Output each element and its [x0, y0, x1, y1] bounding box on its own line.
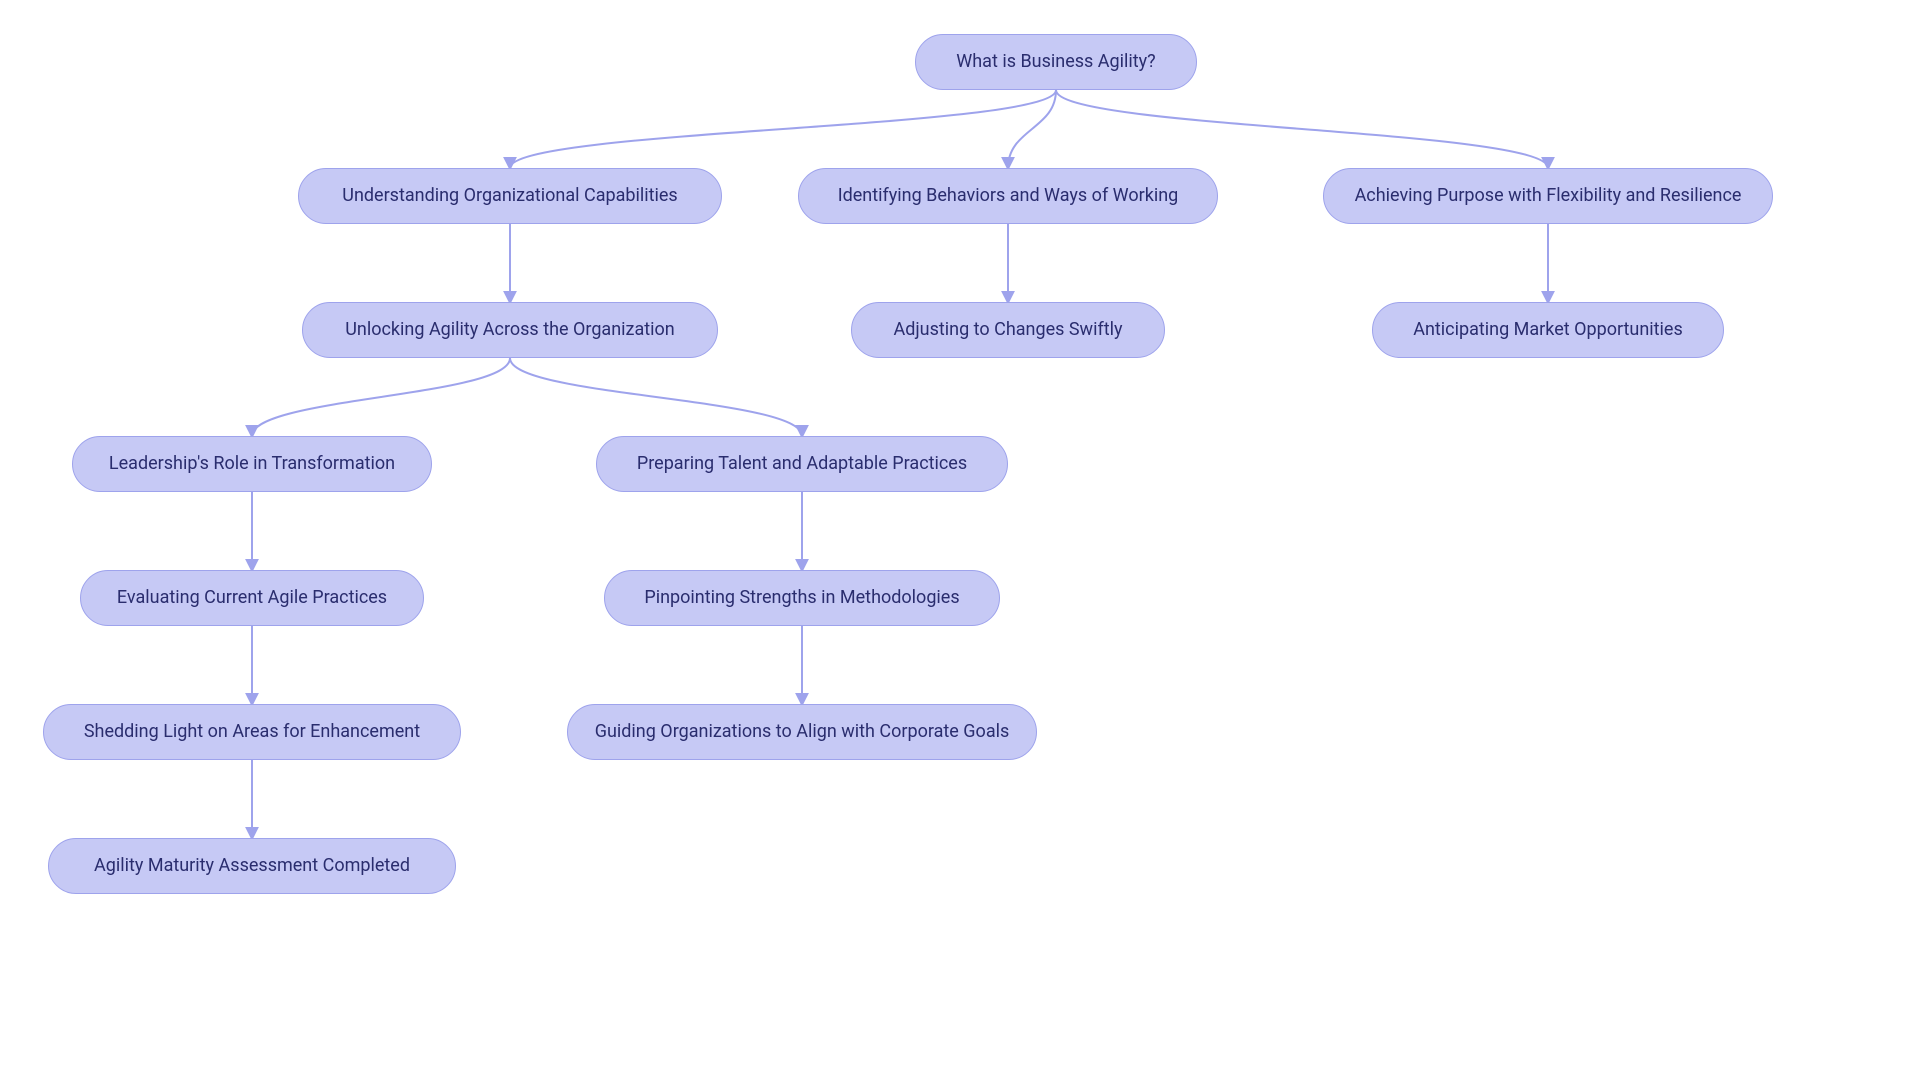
flow-node-label: Preparing Talent and Adaptable Practices [637, 453, 967, 475]
flow-edge [510, 90, 1056, 168]
flow-node: Leadership's Role in Transformation [72, 436, 432, 492]
flow-node-label: Adjusting to Changes Swiftly [893, 319, 1122, 341]
flow-node: Evaluating Current Agile Practices [80, 570, 424, 626]
flow-node-label: Evaluating Current Agile Practices [117, 587, 387, 609]
flowchart-canvas: What is Business Agility? Understanding O… [0, 0, 1920, 1080]
flow-node-label: Pinpointing Strengths in Methodologies [644, 587, 959, 609]
flow-node: Achieving Purpose with Flexibility and R… [1323, 168, 1773, 224]
flow-node: Adjusting to Changes Swiftly [851, 302, 1165, 358]
flow-node: Agility Maturity Assessment Completed [48, 838, 456, 894]
flow-edge [1008, 90, 1056, 168]
flow-node-label: Guiding Organizations to Align with Corp… [595, 721, 1010, 743]
flow-node-label: Anticipating Market Opportunities [1413, 319, 1683, 341]
flow-node: Unlocking Agility Across the Organizatio… [302, 302, 718, 358]
flow-edge [1056, 90, 1548, 168]
flow-node: What is Business Agility? [915, 34, 1197, 90]
flow-edge [510, 358, 802, 436]
flow-node-label: Unlocking Agility Across the Organizatio… [345, 319, 674, 341]
flow-node-label: Shedding Light on Areas for Enhancement [84, 721, 420, 743]
flow-node: Anticipating Market Opportunities [1372, 302, 1724, 358]
flow-node: Pinpointing Strengths in Methodologies [604, 570, 1000, 626]
flow-node-label: What is Business Agility? [956, 51, 1155, 73]
flow-node-label: Identifying Behaviors and Ways of Workin… [838, 185, 1179, 207]
edge-layer [0, 0, 1920, 1080]
flow-node: Guiding Organizations to Align with Corp… [567, 704, 1037, 760]
flow-node-label: Achieving Purpose with Flexibility and R… [1355, 185, 1742, 207]
flow-node: Identifying Behaviors and Ways of Workin… [798, 168, 1218, 224]
flow-node-label: Understanding Organizational Capabilitie… [342, 185, 677, 207]
flow-node-label: Agility Maturity Assessment Completed [94, 855, 410, 877]
flow-node-label: Leadership's Role in Transformation [109, 453, 395, 475]
flow-node: Shedding Light on Areas for Enhancement [43, 704, 461, 760]
flow-node: Understanding Organizational Capabilitie… [298, 168, 722, 224]
flow-edge [252, 358, 510, 436]
flow-node: Preparing Talent and Adaptable Practices [596, 436, 1008, 492]
